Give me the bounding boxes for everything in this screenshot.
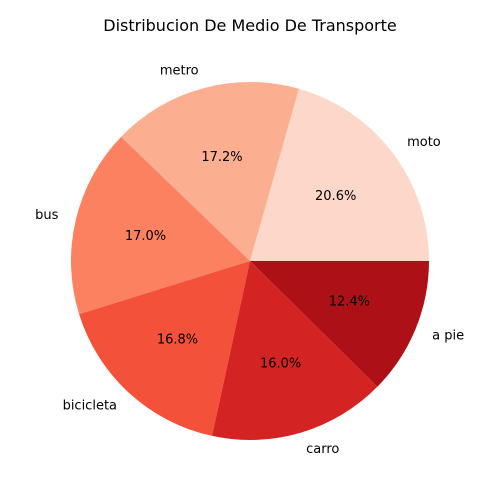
pie-slices bbox=[71, 82, 429, 440]
slice-label-a-pie: a pie bbox=[432, 328, 464, 343]
pct-label-a-pie: 12.4% bbox=[329, 294, 370, 309]
pie-slice-moto bbox=[250, 88, 429, 261]
pie-slice-bicicleta bbox=[79, 261, 250, 436]
chart-title: Distribucion De Medio De Transporte bbox=[103, 16, 397, 35]
slice-label-carro: carro bbox=[306, 442, 339, 457]
pie-slice-metro bbox=[121, 82, 299, 261]
pie-slice-carro bbox=[212, 261, 378, 440]
pct-label-metro: 17.2% bbox=[201, 150, 242, 165]
slice-label-bus: bus bbox=[35, 208, 58, 223]
slice-label-metro: metro bbox=[160, 63, 199, 78]
pct-label-moto: 20.6% bbox=[315, 189, 356, 204]
slice-label-moto: moto bbox=[407, 135, 441, 150]
pie-slice-a-pie bbox=[250, 261, 429, 387]
slice-label-bicicleta: bicicleta bbox=[63, 399, 117, 414]
pie-slice-bus bbox=[71, 136, 250, 315]
pct-label-carro: 16.0% bbox=[260, 356, 301, 371]
pie-labels: moto 20.6% metro 17.2% bus 17.0% bicicleta 16.8… bbox=[35, 63, 464, 457]
pct-label-bicicleta: 16.8% bbox=[157, 333, 198, 348]
pct-label-bus: 17.0% bbox=[125, 229, 166, 244]
